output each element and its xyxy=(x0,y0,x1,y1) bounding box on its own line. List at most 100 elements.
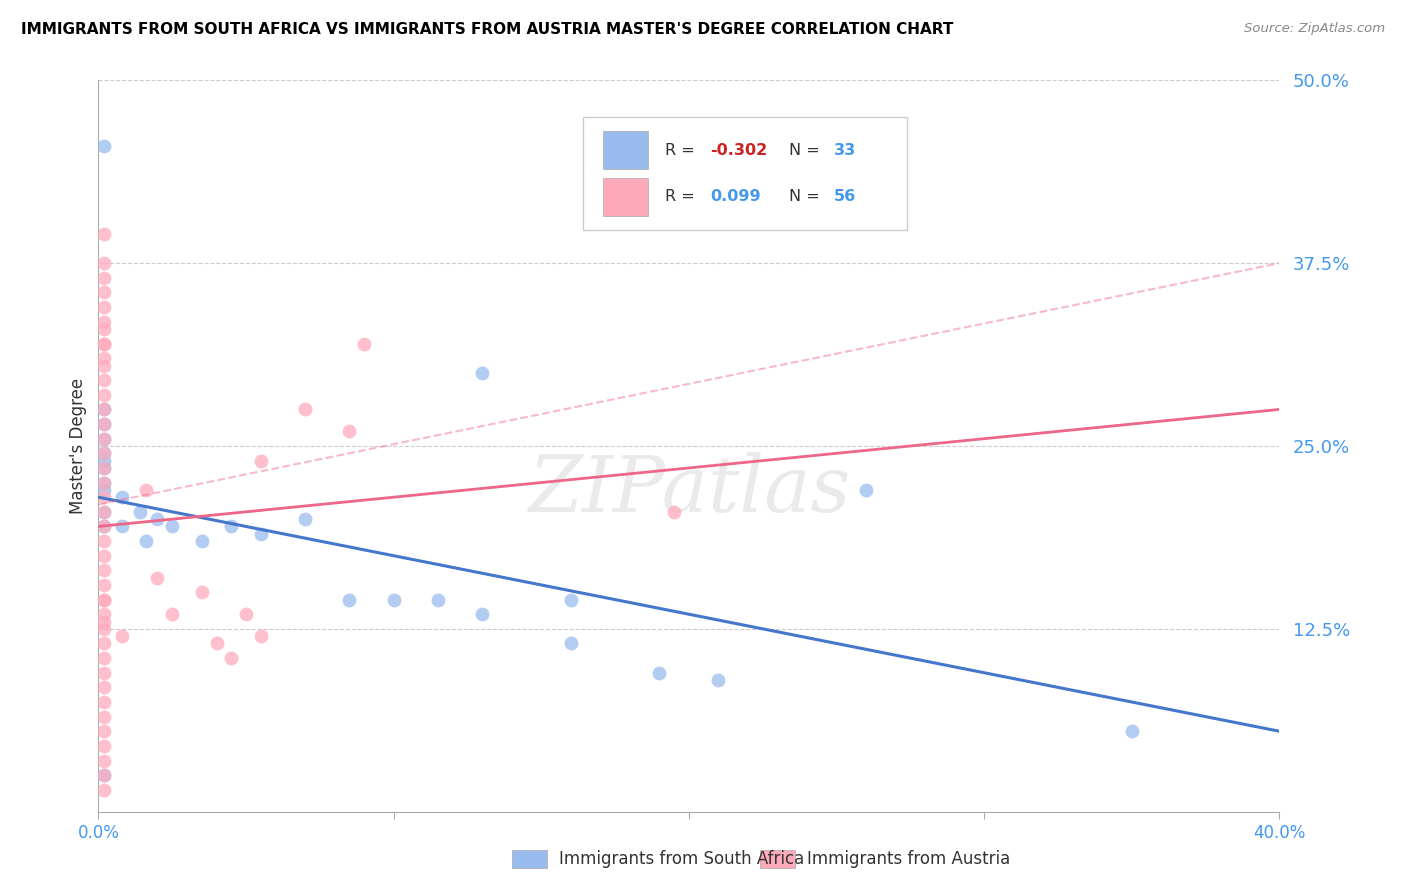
Point xyxy=(93,402,115,417)
Point xyxy=(93,483,115,497)
Text: N =: N = xyxy=(789,143,825,158)
Point xyxy=(146,571,169,585)
Point xyxy=(339,425,360,439)
Point xyxy=(111,519,134,533)
Point xyxy=(93,432,115,446)
Point xyxy=(128,505,150,519)
Point xyxy=(93,322,115,336)
Point xyxy=(93,336,115,351)
Text: 0.099: 0.099 xyxy=(710,189,761,204)
Point xyxy=(664,505,686,519)
Point xyxy=(191,534,214,549)
Point xyxy=(93,359,115,373)
Text: 56: 56 xyxy=(834,189,856,204)
Point xyxy=(93,768,115,782)
Point xyxy=(250,629,273,643)
Text: Immigrants from Austria: Immigrants from Austria xyxy=(807,850,1011,868)
Point xyxy=(648,665,671,680)
Text: R =: R = xyxy=(665,143,700,158)
Point xyxy=(93,709,115,723)
Point xyxy=(93,227,115,241)
Point xyxy=(93,622,115,636)
Point xyxy=(93,388,115,402)
Point xyxy=(93,519,115,533)
Point xyxy=(93,681,115,695)
Point xyxy=(93,615,115,629)
Text: N =: N = xyxy=(789,189,825,204)
Text: 33: 33 xyxy=(834,143,856,158)
FancyBboxPatch shape xyxy=(759,850,796,869)
Point xyxy=(93,446,115,460)
Point xyxy=(93,505,115,519)
Point xyxy=(93,475,115,490)
Point xyxy=(93,578,115,592)
Point xyxy=(93,417,115,431)
Point xyxy=(93,754,115,768)
FancyBboxPatch shape xyxy=(603,131,648,169)
Point xyxy=(93,475,115,490)
Point xyxy=(93,519,115,533)
Point xyxy=(93,417,115,431)
Point xyxy=(353,336,375,351)
Point xyxy=(707,673,730,687)
Y-axis label: Master's Degree: Master's Degree xyxy=(69,378,87,514)
Point xyxy=(339,592,360,607)
Point xyxy=(471,607,494,622)
Point xyxy=(205,636,228,650)
Point xyxy=(93,592,115,607)
FancyBboxPatch shape xyxy=(603,178,648,216)
Point xyxy=(93,739,115,753)
Point xyxy=(162,607,183,622)
Point xyxy=(855,483,877,497)
Point xyxy=(93,490,115,504)
FancyBboxPatch shape xyxy=(512,850,547,869)
Point xyxy=(93,549,115,563)
Point xyxy=(93,285,115,300)
Point xyxy=(111,629,134,643)
Point xyxy=(146,512,169,526)
Point xyxy=(382,592,405,607)
Point xyxy=(93,139,115,153)
Point xyxy=(427,592,450,607)
Point xyxy=(93,432,115,446)
Point xyxy=(93,402,115,417)
Point xyxy=(93,256,115,270)
Point xyxy=(93,665,115,680)
Point xyxy=(93,461,115,475)
Point xyxy=(135,534,157,549)
Point xyxy=(93,563,115,577)
Text: R =: R = xyxy=(665,189,706,204)
Point xyxy=(93,592,115,607)
Point xyxy=(93,461,115,475)
Text: -0.302: -0.302 xyxy=(710,143,768,158)
Point xyxy=(250,453,273,467)
Point xyxy=(93,446,115,460)
Point xyxy=(135,483,157,497)
Point xyxy=(93,336,115,351)
Point xyxy=(162,519,183,533)
FancyBboxPatch shape xyxy=(582,117,907,230)
Point xyxy=(250,526,273,541)
Text: ZIPatlas: ZIPatlas xyxy=(527,451,851,528)
Point xyxy=(294,512,316,526)
Point xyxy=(294,402,316,417)
Point xyxy=(235,607,257,622)
Point xyxy=(93,782,115,797)
Point xyxy=(93,651,115,665)
Text: Source: ZipAtlas.com: Source: ZipAtlas.com xyxy=(1244,22,1385,36)
Point xyxy=(93,534,115,549)
Point xyxy=(219,519,242,533)
Point xyxy=(219,651,242,665)
Point xyxy=(93,351,115,366)
Point xyxy=(93,768,115,782)
Text: Immigrants from South Africa: Immigrants from South Africa xyxy=(560,850,804,868)
Text: IMMIGRANTS FROM SOUTH AFRICA VS IMMIGRANTS FROM AUSTRIA MASTER'S DEGREE CORRELAT: IMMIGRANTS FROM SOUTH AFRICA VS IMMIGRAN… xyxy=(21,22,953,37)
Point xyxy=(93,453,115,467)
Point xyxy=(93,607,115,622)
Point xyxy=(191,585,214,599)
Point xyxy=(93,270,115,285)
Point xyxy=(93,505,115,519)
Point xyxy=(93,724,115,739)
Point xyxy=(471,366,494,380)
Point xyxy=(93,300,115,314)
